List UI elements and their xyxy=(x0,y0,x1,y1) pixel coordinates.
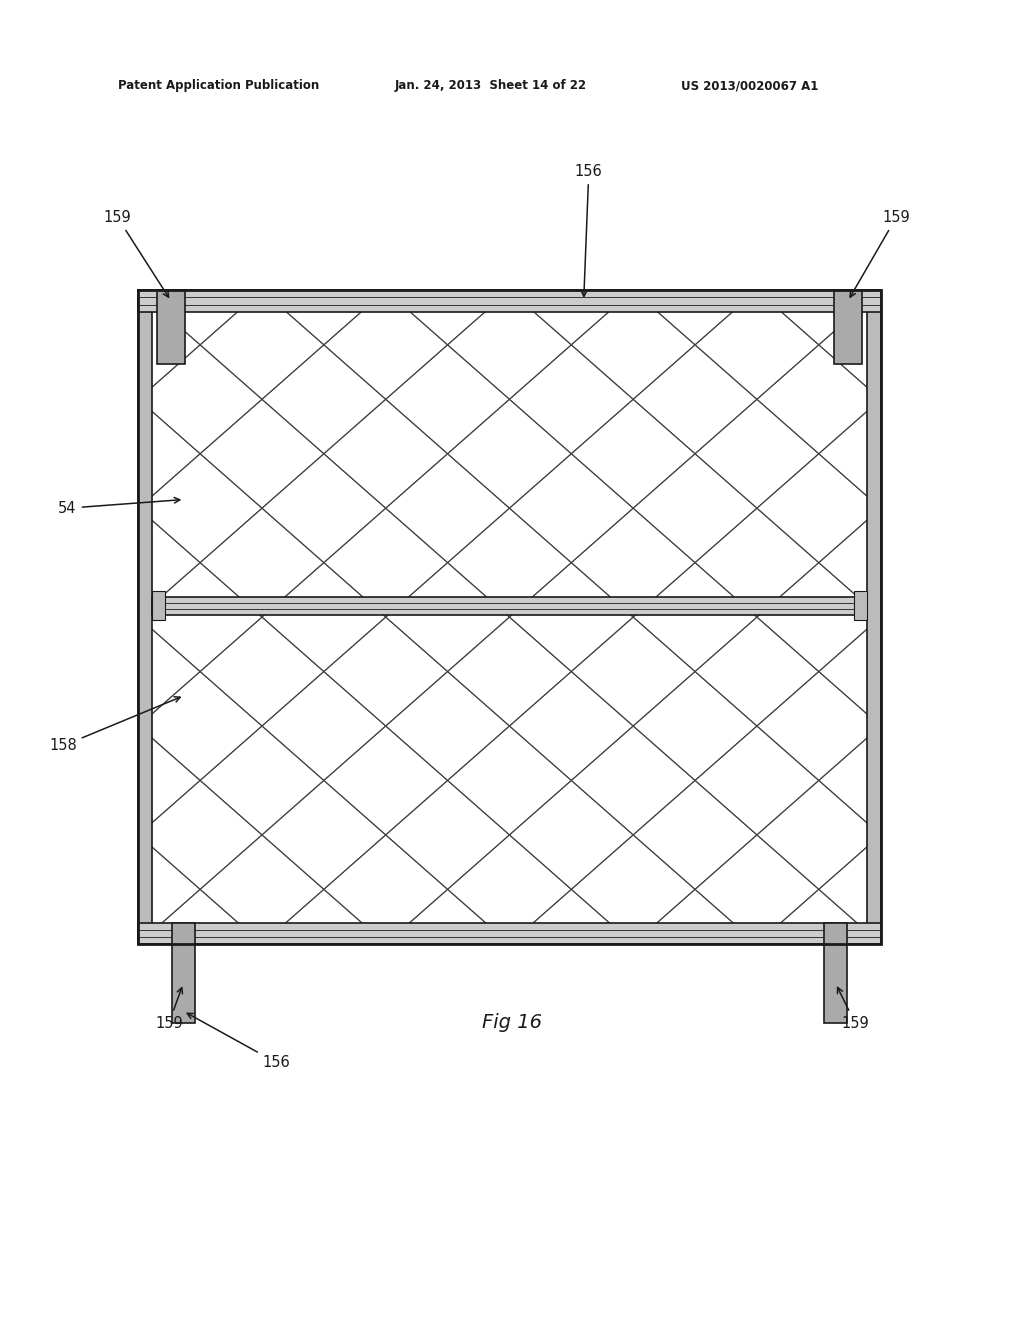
Text: 54: 54 xyxy=(58,498,180,516)
Bar xyxy=(867,290,881,944)
Text: Jan. 24, 2013  Sheet 14 of 22: Jan. 24, 2013 Sheet 14 of 22 xyxy=(394,79,587,92)
Text: 159: 159 xyxy=(838,987,869,1031)
Bar xyxy=(138,290,881,944)
Bar xyxy=(172,923,195,1023)
Bar xyxy=(138,290,152,944)
Bar xyxy=(824,923,847,1023)
Bar xyxy=(152,591,165,620)
Text: Fig 16: Fig 16 xyxy=(482,1014,542,1032)
Bar xyxy=(138,290,881,312)
Text: 159: 159 xyxy=(850,210,910,297)
Text: 158: 158 xyxy=(49,697,180,754)
Text: 156: 156 xyxy=(574,164,603,297)
Bar xyxy=(138,923,881,944)
Text: 159: 159 xyxy=(155,987,183,1031)
Bar xyxy=(854,591,867,620)
Bar xyxy=(152,597,867,615)
Bar xyxy=(834,290,862,364)
Text: US 2013/0020067 A1: US 2013/0020067 A1 xyxy=(681,79,818,92)
Bar xyxy=(157,290,185,364)
Text: 156: 156 xyxy=(187,1014,291,1071)
Bar xyxy=(138,290,881,944)
Text: Patent Application Publication: Patent Application Publication xyxy=(118,79,319,92)
Text: 159: 159 xyxy=(103,210,169,297)
